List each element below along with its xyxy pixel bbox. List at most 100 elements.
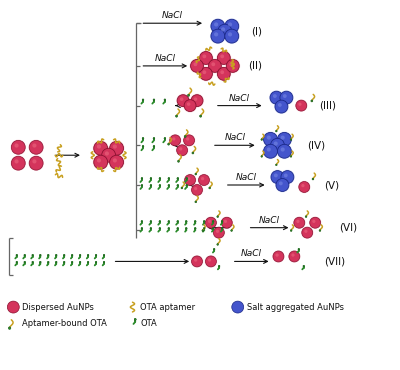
Circle shape	[198, 174, 210, 186]
Text: NaCl: NaCl	[236, 173, 257, 182]
Circle shape	[97, 144, 101, 149]
Circle shape	[220, 70, 224, 74]
Circle shape	[178, 160, 180, 162]
Circle shape	[32, 159, 36, 164]
Circle shape	[275, 178, 290, 192]
Circle shape	[221, 217, 232, 228]
Circle shape	[183, 134, 195, 147]
Circle shape	[176, 115, 178, 117]
Text: (I): (I)	[251, 26, 262, 36]
Circle shape	[29, 140, 43, 154]
Text: (VI): (VI)	[339, 223, 357, 233]
Text: NaCl: NaCl	[229, 94, 250, 102]
Circle shape	[10, 139, 26, 155]
Text: NaCl: NaCl	[155, 54, 176, 63]
Circle shape	[153, 145, 155, 147]
Circle shape	[40, 262, 41, 263]
Circle shape	[269, 90, 284, 105]
Circle shape	[187, 177, 190, 180]
Circle shape	[305, 216, 307, 218]
Circle shape	[191, 95, 203, 107]
Circle shape	[180, 97, 184, 101]
Circle shape	[214, 22, 218, 27]
Circle shape	[28, 139, 44, 155]
Text: Salt aggregated AuNPs: Salt aggregated AuNPs	[247, 303, 344, 312]
Circle shape	[198, 51, 214, 65]
Circle shape	[299, 182, 310, 192]
Circle shape	[216, 66, 231, 81]
Circle shape	[109, 154, 124, 170]
Circle shape	[141, 185, 143, 186]
Circle shape	[311, 100, 313, 102]
Circle shape	[187, 102, 190, 106]
Circle shape	[284, 174, 288, 177]
Circle shape	[177, 145, 188, 156]
Circle shape	[290, 230, 292, 231]
Circle shape	[192, 256, 202, 267]
Circle shape	[298, 181, 310, 193]
Circle shape	[273, 251, 284, 262]
Circle shape	[205, 255, 217, 268]
Circle shape	[185, 175, 196, 185]
Circle shape	[212, 221, 214, 222]
Circle shape	[188, 94, 190, 96]
Circle shape	[232, 301, 244, 313]
Circle shape	[210, 28, 226, 44]
Circle shape	[195, 173, 197, 175]
Circle shape	[134, 319, 136, 320]
Circle shape	[210, 18, 226, 34]
Circle shape	[214, 32, 218, 37]
Circle shape	[93, 154, 109, 170]
Circle shape	[206, 256, 216, 267]
Circle shape	[191, 255, 203, 268]
Circle shape	[164, 138, 166, 139]
Circle shape	[301, 226, 314, 239]
Circle shape	[298, 249, 299, 250]
Circle shape	[169, 134, 182, 147]
Circle shape	[296, 220, 300, 223]
Circle shape	[190, 94, 204, 108]
Circle shape	[14, 144, 19, 148]
Circle shape	[262, 143, 278, 159]
Circle shape	[208, 60, 221, 73]
Circle shape	[276, 253, 279, 257]
Circle shape	[198, 175, 210, 185]
Circle shape	[141, 178, 143, 179]
Circle shape	[168, 178, 170, 179]
Circle shape	[289, 251, 300, 262]
Circle shape	[177, 178, 178, 179]
Circle shape	[141, 228, 142, 229]
Circle shape	[218, 265, 220, 267]
Circle shape	[198, 66, 214, 81]
Circle shape	[202, 70, 206, 74]
Circle shape	[264, 132, 278, 146]
Circle shape	[177, 228, 178, 229]
Circle shape	[192, 185, 202, 195]
Circle shape	[200, 51, 212, 64]
Circle shape	[194, 97, 197, 101]
Circle shape	[24, 262, 25, 263]
Circle shape	[278, 132, 291, 146]
Circle shape	[303, 265, 304, 267]
Circle shape	[159, 228, 160, 229]
Circle shape	[110, 141, 124, 155]
Circle shape	[102, 148, 116, 162]
Circle shape	[184, 174, 196, 186]
Text: (VII): (VII)	[324, 256, 345, 266]
Circle shape	[271, 171, 284, 184]
Circle shape	[291, 253, 295, 257]
Circle shape	[290, 139, 292, 140]
Circle shape	[194, 258, 197, 262]
Circle shape	[94, 141, 108, 155]
Circle shape	[226, 60, 239, 73]
Circle shape	[105, 151, 109, 155]
Circle shape	[170, 135, 181, 146]
Circle shape	[94, 155, 108, 169]
Circle shape	[200, 115, 202, 117]
Circle shape	[217, 23, 233, 39]
Circle shape	[224, 18, 240, 34]
Circle shape	[200, 67, 212, 80]
Circle shape	[224, 28, 240, 44]
Circle shape	[222, 221, 223, 222]
Circle shape	[11, 140, 25, 154]
